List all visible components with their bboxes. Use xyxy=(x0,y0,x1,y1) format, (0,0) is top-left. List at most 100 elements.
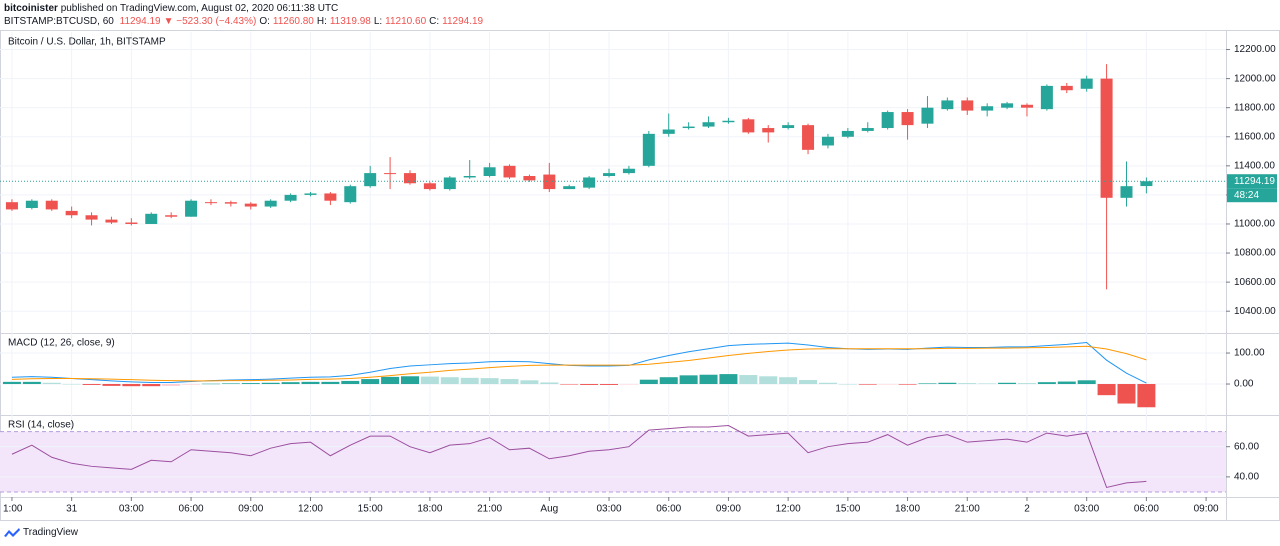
x-tick-label: 09:00 xyxy=(716,504,741,515)
candle-body xyxy=(185,200,198,217)
histogram-bar xyxy=(460,377,479,385)
candle-body xyxy=(483,167,496,177)
candle-body xyxy=(583,177,596,188)
y-tick-label: 12200.00 xyxy=(1234,44,1276,55)
candle-body xyxy=(981,106,994,111)
histogram-bar xyxy=(42,382,61,385)
histogram-bar xyxy=(162,384,181,386)
candle-body xyxy=(1100,78,1113,198)
pane-title: RSI (14, close) xyxy=(8,420,74,431)
candle-body xyxy=(901,112,914,126)
candle-body xyxy=(1001,103,1014,108)
candle-body xyxy=(105,219,118,223)
x-tick-label: 03:00 xyxy=(1074,504,1099,515)
histogram-bar xyxy=(420,376,439,385)
y-tick-label: 10800.00 xyxy=(1234,248,1276,259)
histogram-bar xyxy=(1097,384,1116,396)
candle-body xyxy=(523,176,536,181)
author: bitcoinister xyxy=(4,3,58,14)
candle-body xyxy=(1040,85,1053,110)
symbol: BITSTAMP:BTCUSD, 60 xyxy=(4,16,114,27)
histogram-bar xyxy=(241,383,260,385)
candle-body xyxy=(165,215,178,217)
logo xyxy=(4,527,20,537)
histogram-bar xyxy=(1057,381,1076,385)
x-tick-label: 15:00 xyxy=(358,504,383,515)
ohlc-value: 11260.80 xyxy=(272,16,314,27)
histogram-bar xyxy=(719,374,738,385)
countdown-box xyxy=(1227,188,1277,203)
histogram-bar xyxy=(520,380,539,385)
y-tick-label: 60.00 xyxy=(1234,441,1259,452)
candle-body xyxy=(25,200,38,208)
price: 11294.19 xyxy=(119,16,161,27)
x-tick-label: 18:00 xyxy=(895,504,920,515)
candle-body xyxy=(1080,78,1093,89)
x-tick-label: 18:00 xyxy=(417,504,442,515)
x-tick-label: Aug xyxy=(540,504,558,515)
ohlc-key: O: xyxy=(259,16,270,27)
y-tick-label: 10600.00 xyxy=(1234,277,1276,288)
y-tick-label: 11000.00 xyxy=(1234,219,1275,230)
candle-body xyxy=(881,112,894,129)
histogram-bar xyxy=(799,379,818,385)
histogram-bar xyxy=(858,384,877,385)
histogram-bar xyxy=(480,378,499,385)
x-tick-label: 09:00 xyxy=(238,504,263,515)
candle-body xyxy=(841,130,854,137)
candle-body xyxy=(423,183,436,190)
histogram-bar xyxy=(540,382,559,385)
x-tick-label: 2 xyxy=(1024,504,1030,515)
candle-body xyxy=(1140,181,1153,187)
histogram-bar xyxy=(759,376,778,385)
histogram-bar xyxy=(62,384,81,385)
header-line: bitcoinister published on TradingView.co… xyxy=(4,2,486,15)
x-tick-label: 21:00 xyxy=(477,504,502,515)
x-tick-label: 15:00 xyxy=(835,504,860,515)
candle-body xyxy=(204,202,217,204)
footer: TradingView xyxy=(4,527,78,538)
y-tick-label: 100.00 xyxy=(1234,348,1265,359)
pane-title: Bitcoin / U.S. Dollar, 1h, BITSTAMP xyxy=(8,37,166,48)
candle-body xyxy=(622,168,635,174)
ohlc-key: H: xyxy=(316,16,327,27)
ohlc-value: 11319.98 xyxy=(329,16,371,27)
histogram-bar xyxy=(699,374,718,385)
candle-body xyxy=(762,128,775,133)
histogram-bar xyxy=(22,381,41,385)
histogram-bar xyxy=(998,382,1017,385)
candle-body xyxy=(85,215,98,220)
candle-body xyxy=(603,173,616,177)
x-tick-label: 31 xyxy=(66,504,78,515)
candle-body xyxy=(642,133,655,166)
ohlc-value: 11294.19 xyxy=(442,16,484,27)
rsi-line xyxy=(11,425,1147,489)
histogram-bar xyxy=(440,377,459,385)
histogram-bar xyxy=(818,382,837,385)
histogram-bar xyxy=(898,384,917,385)
histogram-bar xyxy=(182,384,201,385)
candle-body xyxy=(1060,85,1073,91)
candle-body xyxy=(921,107,934,124)
histogram-bar xyxy=(341,380,360,385)
candle-body xyxy=(284,194,297,201)
candle-body xyxy=(1120,186,1133,198)
ohlc-value: 11210.60 xyxy=(385,16,427,27)
histogram-bar xyxy=(600,384,619,385)
pane-title: MACD (12, 26, close, 9) xyxy=(8,338,115,349)
histogram-bar xyxy=(838,384,857,385)
histogram-bar xyxy=(1017,383,1036,385)
histogram-bar xyxy=(1037,382,1056,385)
brand: TradingView xyxy=(23,527,79,538)
x-tick-label: 03:00 xyxy=(119,504,144,515)
candle-body xyxy=(961,100,974,111)
published: published on TradingView.com, August 02,… xyxy=(60,3,339,14)
x-tick-label: 06:00 xyxy=(179,504,204,515)
candle-body xyxy=(821,136,834,146)
x-tick-label: 03:00 xyxy=(597,504,622,515)
candle-body xyxy=(364,173,377,187)
candle-body xyxy=(802,125,815,150)
x-tick-label: 12:00 xyxy=(776,504,801,515)
